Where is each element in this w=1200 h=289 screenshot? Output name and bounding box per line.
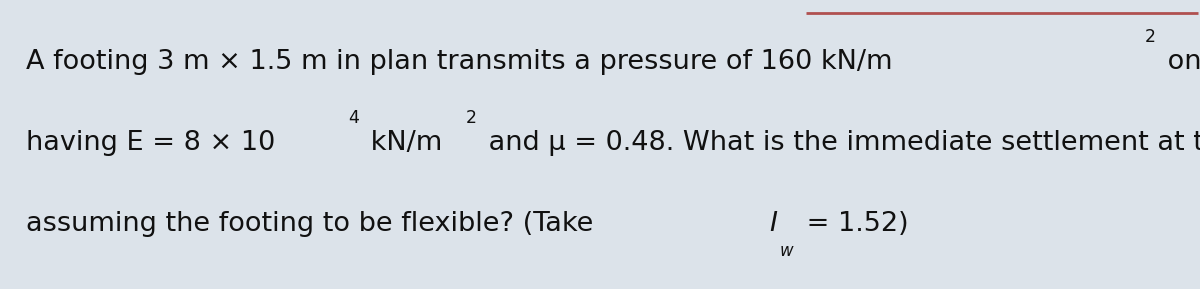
- Text: 2: 2: [466, 109, 476, 127]
- Text: 4: 4: [348, 109, 359, 127]
- Text: I: I: [769, 211, 778, 237]
- Text: assuming the footing to be flexible? (Take: assuming the footing to be flexible? (Ta…: [26, 211, 602, 237]
- Text: = 1.52): = 1.52): [798, 211, 908, 237]
- Text: 2: 2: [1145, 28, 1156, 46]
- Text: A footing 3 m × 1.5 m in plan transmits a pressure of 160 kN/m: A footing 3 m × 1.5 m in plan transmits …: [26, 49, 893, 75]
- Text: kN/m: kN/m: [362, 130, 443, 156]
- Text: on a cohesive soil: on a cohesive soil: [1159, 49, 1200, 75]
- Text: w: w: [780, 242, 793, 260]
- Text: having E = 8 × 10: having E = 8 × 10: [26, 130, 276, 156]
- Text: and μ = 0.48. What is the immediate settlement at the centre,: and μ = 0.48. What is the immediate sett…: [480, 130, 1200, 156]
